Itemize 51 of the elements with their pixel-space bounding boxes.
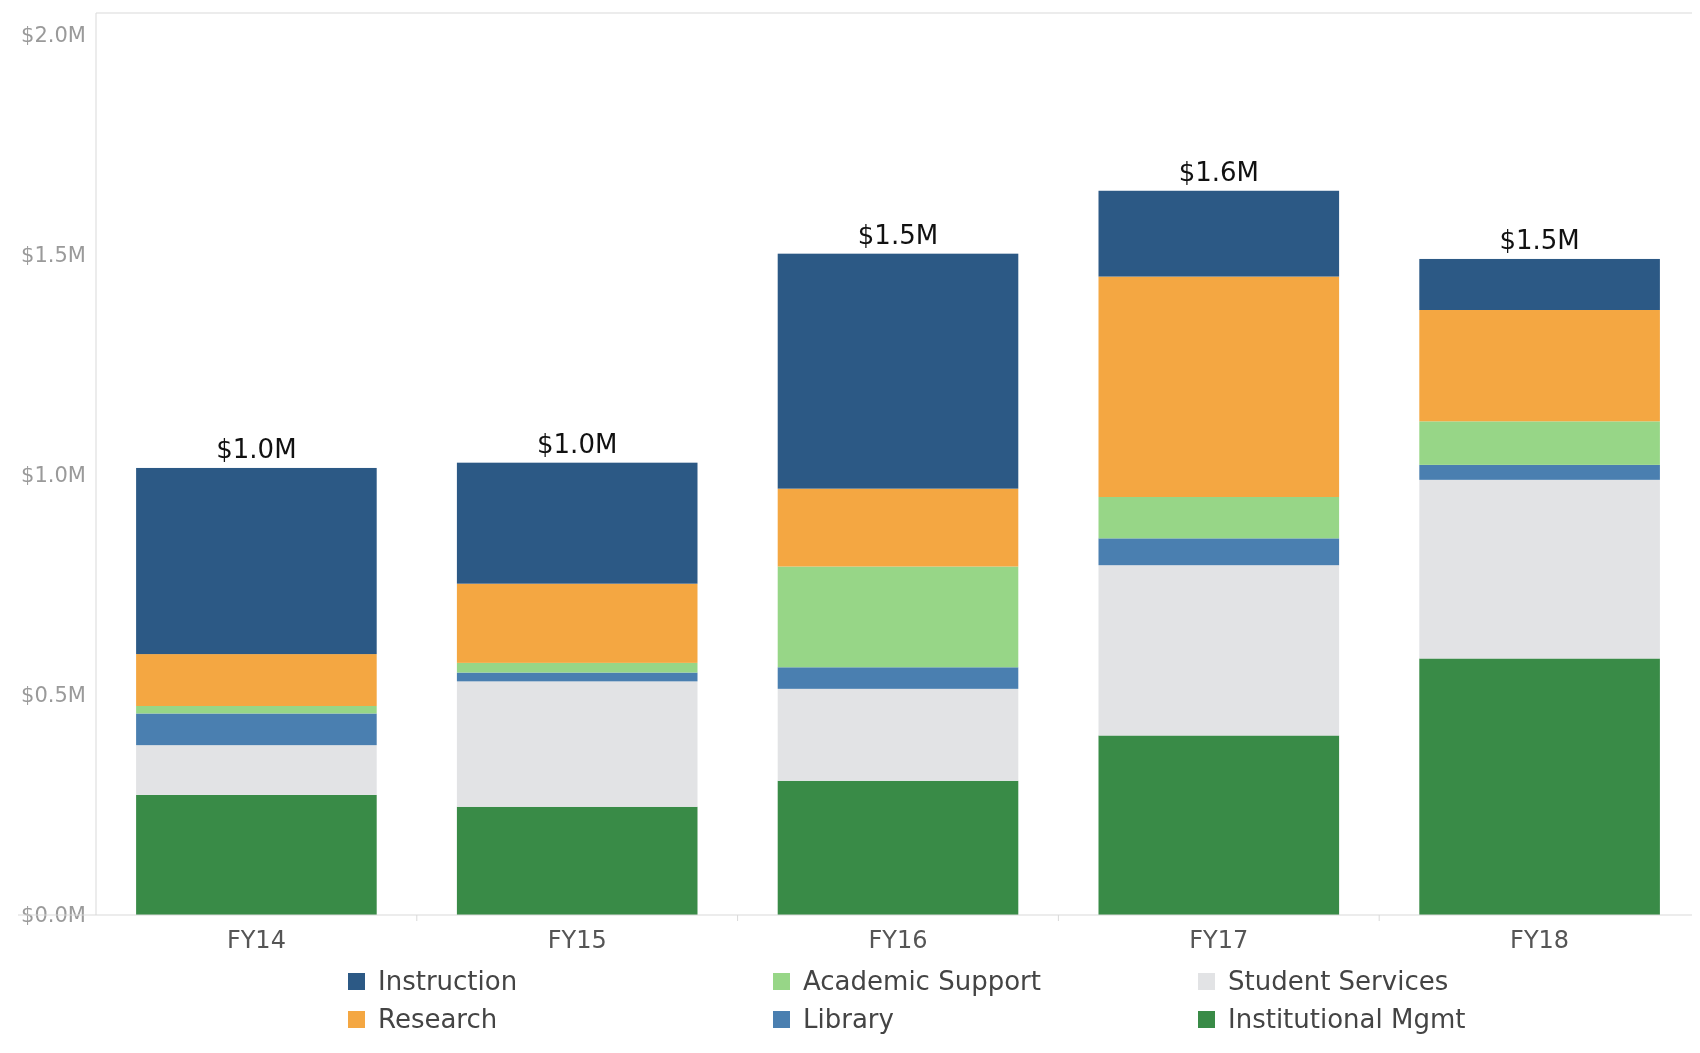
bar <box>1098 735 1340 915</box>
total-label: $1.5M <box>1499 224 1580 255</box>
x-tick-label: FY15 <box>547 926 607 954</box>
y-tick-label: $0.0M <box>21 903 86 928</box>
bar <box>136 713 377 746</box>
bar <box>1098 497 1340 539</box>
legend-label: Academic Support <box>803 966 1041 996</box>
total-label: $1.0M <box>216 433 297 464</box>
y-tick-label: $2.0M <box>21 23 86 48</box>
x-tick-label: FY16 <box>868 926 928 954</box>
bar <box>136 794 377 915</box>
bar <box>1098 565 1340 736</box>
x-tick-label: FY14 <box>226 926 286 954</box>
bar <box>456 583 698 663</box>
bar <box>777 566 1019 668</box>
bar <box>1098 190 1340 277</box>
bar <box>777 667 1019 689</box>
bar <box>456 806 698 915</box>
x-tick-label: FY17 <box>1189 926 1249 954</box>
bar <box>456 681 698 807</box>
x-tick-label: FY18 <box>1510 926 1570 954</box>
bar <box>1419 658 1660 915</box>
bar <box>136 706 377 714</box>
legend-label: Research <box>378 1004 498 1034</box>
bar <box>456 662 698 673</box>
bar <box>1419 258 1660 310</box>
total-label: $1.6M <box>1178 156 1259 187</box>
y-tick-label: $1.0M <box>21 463 86 488</box>
bar <box>1419 479 1660 659</box>
legend-label: Instruction <box>378 966 518 996</box>
bar <box>456 672 698 682</box>
bar <box>136 745 377 795</box>
bar <box>1098 538 1340 566</box>
legend-label: Institutional Mgmt <box>1228 1004 1466 1034</box>
total-label: $1.5M <box>857 219 939 250</box>
bar <box>456 462 698 584</box>
legend-label: Student Services <box>1228 966 1449 996</box>
bar <box>1419 421 1660 465</box>
bar <box>136 467 377 655</box>
y-tick-label: $1.5M <box>21 243 86 268</box>
bar <box>777 780 1019 915</box>
y-tick-label: $0.5M <box>21 683 86 708</box>
legend-label: Library <box>803 1004 894 1034</box>
total-label: $1.0M <box>537 428 618 459</box>
bar <box>1419 464 1660 480</box>
bar <box>1419 310 1660 422</box>
bar <box>777 688 1019 781</box>
bar <box>136 654 377 706</box>
bar <box>777 488 1019 567</box>
bar <box>777 253 1019 489</box>
bar <box>1098 276 1340 497</box>
